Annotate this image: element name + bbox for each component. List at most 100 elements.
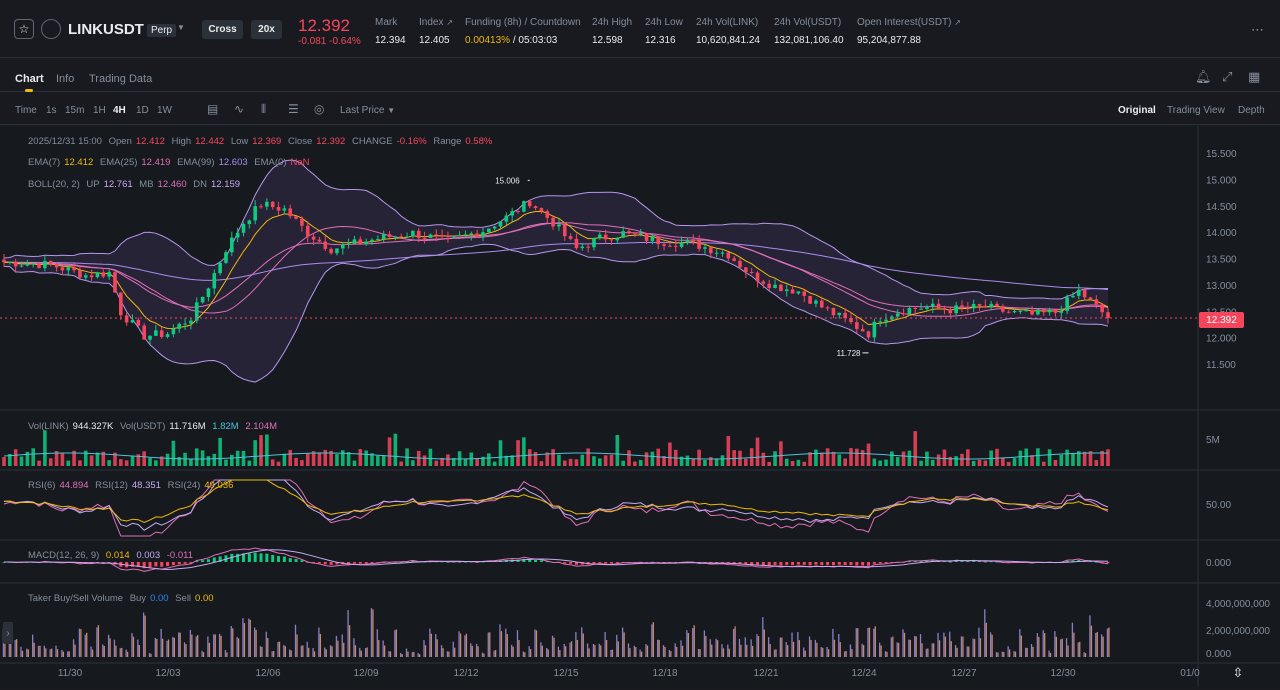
interval-15m[interactable]: 15m	[65, 105, 85, 116]
candle-body	[539, 208, 544, 212]
taker-sell-bar	[343, 642, 345, 657]
macd-histogram-bar	[218, 556, 222, 562]
layout-grid-icon[interactable]: ▦	[1248, 69, 1261, 84]
macd-histogram-bar	[843, 562, 847, 565]
taker-sell-bar	[973, 639, 976, 657]
date-axis-label: 11/30	[58, 668, 83, 679]
taker-buy-bar	[154, 638, 156, 657]
macd-histogram-bar	[516, 559, 520, 562]
taker-buy-bar	[458, 631, 460, 657]
macd-histogram-bar	[907, 561, 911, 563]
view-trading-view[interactable]: Trading View	[1167, 105, 1225, 116]
candle-body	[206, 288, 211, 297]
taker-buy-bar	[756, 634, 758, 657]
candle-body	[376, 238, 380, 240]
volume-bar	[1047, 449, 1052, 466]
taker-sell-bar	[162, 638, 164, 657]
macd-histogram-bar	[878, 562, 882, 564]
left-scroll-handle[interactable]	[3, 622, 13, 644]
taker-sell-bar	[985, 622, 987, 657]
tab-chart[interactable]: Chart	[15, 73, 44, 85]
candle-body	[107, 272, 111, 277]
taker-sell-bar	[699, 649, 701, 657]
taker-sell-bar	[968, 646, 970, 657]
taker-axis-label: 0.000	[1206, 649, 1231, 660]
taker-buy-bar	[440, 645, 443, 657]
tab-info[interactable]: Info	[56, 73, 75, 85]
taker-sell-bar	[594, 644, 596, 657]
taker-sell-bar	[191, 634, 193, 657]
alert-bell-icon[interactable]: 🔔︎	[1195, 69, 1212, 84]
taker-sell-bar	[933, 643, 935, 657]
taker-buy-bar	[838, 634, 840, 657]
interval-1d[interactable]: 1D	[136, 105, 149, 116]
leverage-button[interactable]: 20x	[251, 20, 282, 39]
candle-body	[779, 284, 783, 292]
price-type-select[interactable]: Last Price ▼	[340, 105, 396, 116]
taker-sell-bar	[611, 649, 614, 657]
tab-trading-data[interactable]: Trading Data	[89, 73, 153, 85]
candle-body	[1071, 295, 1075, 298]
taker-buy-bar	[1036, 633, 1039, 657]
candle-body	[440, 234, 444, 236]
volume-bar	[399, 461, 404, 466]
taker-buy-bar	[703, 630, 706, 657]
volume-bar	[948, 456, 953, 466]
macd-histogram-bar	[534, 559, 538, 562]
symbol-title[interactable]: LINKUSDT	[68, 21, 144, 38]
stat-index-label: Index ↗	[419, 17, 453, 28]
taker-buy-bar	[435, 634, 437, 657]
interval-1h[interactable]: 1H	[93, 105, 106, 116]
view-original[interactable]: Original	[1118, 105, 1156, 116]
taker-sell-bar	[506, 634, 508, 657]
candle-body	[668, 245, 672, 247]
scale-reset-icon[interactable]: ⇳	[1233, 665, 1244, 680]
candle-body	[200, 296, 205, 303]
candle-body	[574, 238, 579, 249]
candle-body	[995, 303, 999, 306]
drawing-target-icon[interactable]: ◎	[314, 102, 325, 116]
macd-histogram-bar	[919, 561, 923, 562]
candle-body	[837, 312, 842, 316]
volume-bar	[136, 454, 141, 466]
volume-bar	[708, 457, 713, 466]
candle-body	[796, 291, 801, 294]
favorite-star-icon[interactable]: ☆	[14, 19, 34, 39]
interval-4h[interactable]: 4H	[113, 105, 126, 116]
candle-body	[621, 231, 625, 238]
interval-time[interactable]: Time	[15, 105, 37, 116]
taker-axis-label: 2,000,000,000	[1206, 626, 1270, 637]
interval-1w[interactable]: 1W	[157, 105, 172, 116]
settings-sliders-icon[interactable]: ☰	[288, 102, 299, 116]
taker-buy-bar	[586, 643, 589, 657]
interval-1s[interactable]: 1s	[46, 105, 57, 116]
margin-mode-button[interactable]: Cross	[202, 20, 243, 39]
taker-buy-bar	[505, 628, 507, 657]
candle-body	[25, 263, 30, 266]
calendar-icon[interactable]: ▤	[207, 102, 219, 116]
taker-sell-bar	[419, 654, 421, 657]
indicators-icon[interactable]: ∿	[234, 102, 245, 116]
taker-buy-bar	[925, 648, 928, 657]
symbol-dropdown-chevron-icon[interactable]: ▼	[177, 23, 185, 32]
candle-body	[270, 201, 275, 208]
view-depth[interactable]: Depth	[1238, 105, 1265, 116]
more-options-icon[interactable]: ⋯	[1251, 22, 1265, 37]
candle-body	[825, 307, 830, 309]
volume-bar	[930, 459, 935, 466]
stat-24h-vol-link-label: 24h Vol(LINK)	[696, 17, 759, 28]
volume-bar	[598, 458, 602, 466]
taker-sell-bar	[851, 649, 853, 657]
kline-chart[interactable]: 15.50015.00014.50014.00013.50013.00012.5…	[0, 126, 1280, 687]
taker-sell-bar	[74, 644, 76, 657]
fullscreen-icon[interactable]: ⤢	[1222, 69, 1233, 84]
taker-sell-bar	[220, 635, 222, 657]
volume-bar	[878, 460, 882, 466]
chart-type-icon[interactable]: ⫴	[261, 102, 267, 116]
volume-bar	[592, 456, 596, 466]
taker-sell-bar	[413, 651, 415, 657]
taker-buy-bar	[43, 645, 45, 657]
candle-body	[54, 263, 59, 268]
volume-bar	[200, 450, 205, 466]
macd-histogram-bar	[358, 562, 362, 564]
